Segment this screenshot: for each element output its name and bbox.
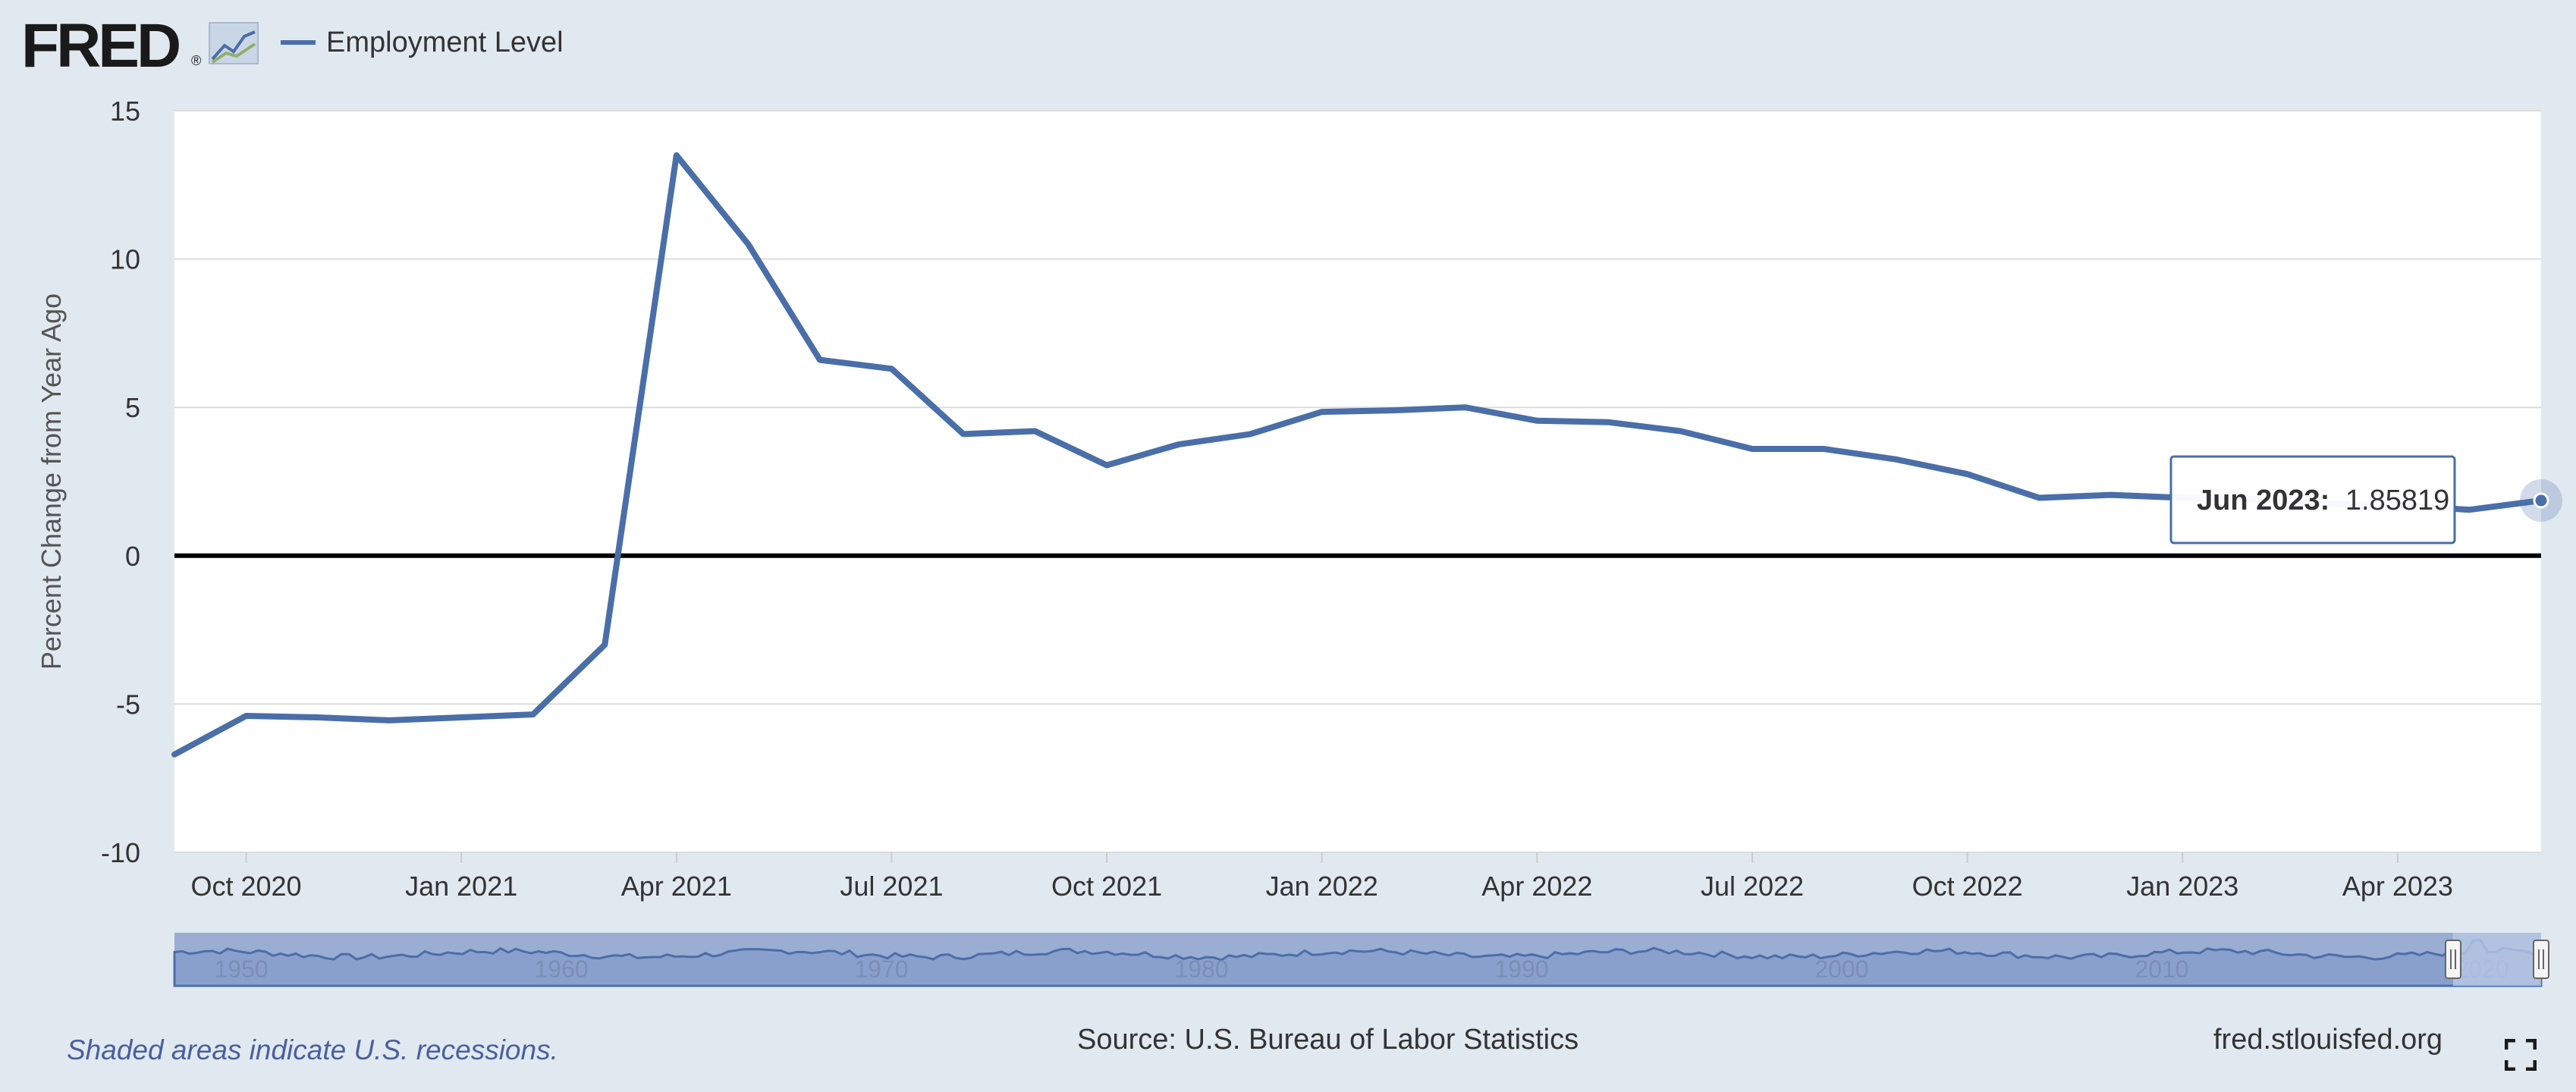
x-tick-label: Oct 2022 bbox=[1912, 871, 2023, 902]
navigator-year-label: 2010 bbox=[2135, 956, 2188, 983]
navigator-year-label: 1970 bbox=[854, 956, 908, 983]
data-point bbox=[1461, 403, 1470, 412]
grid-lines bbox=[174, 110, 2541, 853]
navigator-year-label: 1990 bbox=[1494, 956, 1548, 983]
y-tick-label: 10 bbox=[110, 244, 140, 275]
navigator-year-label: 2000 bbox=[1814, 956, 1868, 983]
data-point bbox=[1389, 406, 1398, 415]
data-point bbox=[1891, 455, 1900, 464]
tooltip: Jun 2023: 1.85819 bbox=[2169, 455, 2456, 544]
data-point bbox=[1102, 460, 1111, 469]
data-point bbox=[743, 240, 752, 249]
svg-text:Jun 2023: 1.85819: Jun 2023: 1.85819 bbox=[2197, 485, 2449, 516]
navigator-handle-right[interactable] bbox=[2533, 940, 2549, 979]
data-point bbox=[457, 713, 466, 722]
x-tick-label: Jul 2021 bbox=[840, 871, 943, 902]
registered-mark: ® bbox=[191, 53, 201, 68]
x-tick-label: Oct 2021 bbox=[1051, 871, 1162, 902]
data-point bbox=[959, 429, 968, 438]
data-point bbox=[672, 151, 681, 160]
data-point bbox=[529, 710, 538, 719]
data-point bbox=[1748, 444, 1757, 453]
x-tick-label: Jan 2022 bbox=[1266, 871, 1378, 902]
data-point bbox=[1963, 469, 1972, 479]
site-link[interactable]: fred.stlouisfed.org bbox=[2213, 1024, 2443, 1056]
x-tick-label: Jan 2021 bbox=[405, 871, 517, 902]
data-point bbox=[2464, 505, 2474, 514]
x-tick-label: Apr 2021 bbox=[621, 871, 732, 902]
navigator-year-label: 1960 bbox=[534, 956, 588, 983]
fullscreen-icon[interactable] bbox=[2505, 1039, 2537, 1071]
y-axis-label: Percent Change from Year Ago bbox=[36, 293, 67, 670]
data-point bbox=[1820, 444, 1829, 453]
data-point bbox=[2106, 491, 2116, 500]
y-tick-label: 5 bbox=[125, 392, 140, 423]
x-tick-label: Apr 2023 bbox=[2342, 871, 2453, 902]
plot-area bbox=[174, 111, 2541, 852]
y-tick-label: -10 bbox=[101, 837, 140, 868]
data-point bbox=[313, 713, 322, 722]
data-point bbox=[170, 750, 179, 759]
x-tick-label: Apr 2022 bbox=[1481, 871, 1592, 902]
data-point bbox=[1604, 418, 1613, 427]
data-point bbox=[1031, 426, 1040, 435]
recession-note: Shaded areas indicate U.S. recessions. bbox=[67, 1034, 558, 1065]
x-tick-label: Oct 2020 bbox=[190, 871, 301, 902]
data-point bbox=[1676, 426, 1685, 435]
data-point bbox=[2034, 494, 2044, 503]
source-note: Source: U.S. Bureau of Labor Statistics bbox=[1077, 1024, 1579, 1056]
fred-logo-text: FRED bbox=[21, 11, 179, 80]
y-axis-ticks: -10 -5 0 5 10 15 bbox=[101, 96, 140, 868]
tooltip-value: 1.85819 bbox=[2345, 485, 2449, 516]
navigator-handle-left[interactable] bbox=[2445, 940, 2461, 979]
tooltip-date: Jun 2023: bbox=[2197, 485, 2329, 516]
legend-label: Employment Level bbox=[326, 27, 564, 58]
legend[interactable]: Employment Level bbox=[281, 27, 564, 58]
hover-point[interactable] bbox=[2533, 492, 2549, 509]
data-point bbox=[242, 711, 251, 720]
y-tick-label: 0 bbox=[125, 541, 140, 572]
data-point bbox=[385, 716, 394, 725]
series-line-employment-level[interactable] bbox=[171, 152, 2544, 758]
y-tick-label: -5 bbox=[116, 689, 140, 720]
fred-logo[interactable]: FRED ® bbox=[21, 11, 201, 80]
x-tick-label: Jan 2023 bbox=[2126, 871, 2238, 902]
data-point bbox=[1318, 407, 1327, 416]
x-axis-ticks: Oct 2020 Jan 2021 Apr 2021 Jul 2021 Oct 2021… bbox=[190, 852, 2453, 902]
data-point bbox=[1532, 416, 1541, 425]
y-tick-label: 15 bbox=[110, 96, 140, 127]
data-point bbox=[600, 640, 609, 649]
range-navigator[interactable]: 19501960197019801990200020102020 bbox=[173, 933, 2549, 987]
navigator-year-label: 1950 bbox=[214, 956, 268, 983]
data-point bbox=[1174, 440, 1183, 449]
navigator-selection[interactable] bbox=[2453, 933, 2541, 986]
navigator-year-label: 1980 bbox=[1174, 956, 1228, 983]
graph-icon bbox=[209, 22, 259, 64]
navigator-series bbox=[173, 939, 2543, 987]
data-point bbox=[815, 356, 825, 365]
x-tick-label: Jul 2022 bbox=[1701, 871, 1804, 902]
data-point bbox=[887, 364, 896, 373]
data-point bbox=[1246, 429, 1255, 438]
